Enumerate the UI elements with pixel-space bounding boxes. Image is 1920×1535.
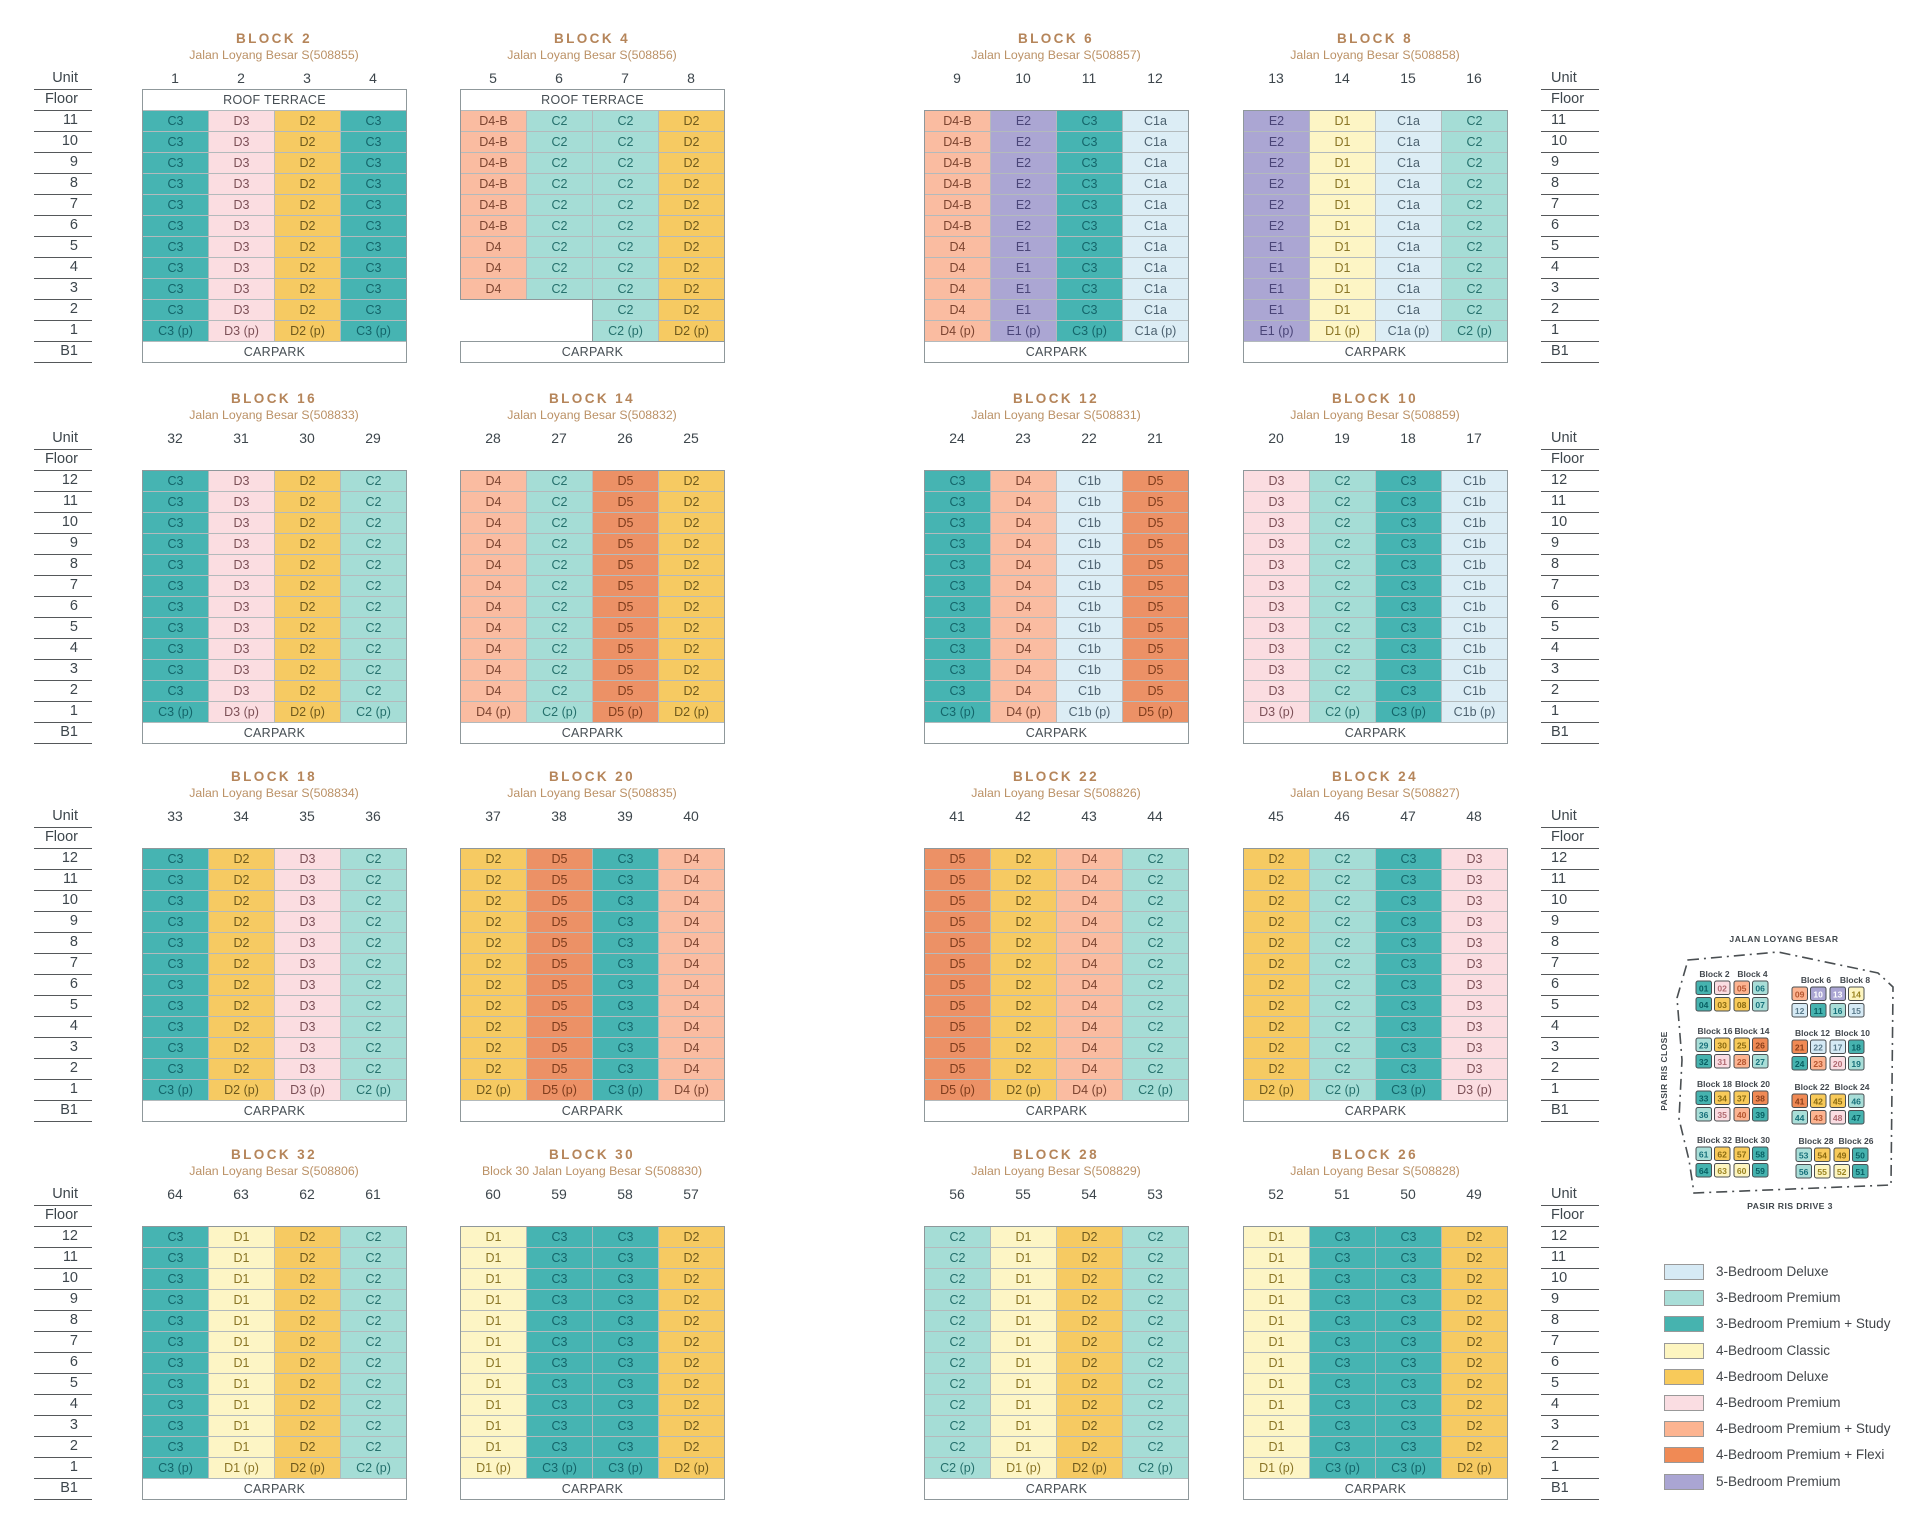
svg-text:56: 56 [1799, 1167, 1809, 1177]
svg-text:52: 52 [1837, 1167, 1847, 1177]
svg-text:08: 08 [1737, 1000, 1747, 1010]
svg-text:11: 11 [1814, 1006, 1823, 1016]
svg-text:47: 47 [1851, 1113, 1861, 1123]
svg-text:28: 28 [1737, 1057, 1747, 1067]
svg-text:40: 40 [1737, 1110, 1747, 1120]
svg-text:36: 36 [1699, 1110, 1709, 1120]
svg-text:15: 15 [1851, 1006, 1861, 1016]
svg-text:19: 19 [1851, 1059, 1861, 1069]
svg-text:22: 22 [1813, 1042, 1823, 1052]
svg-text:45: 45 [1833, 1096, 1843, 1106]
svg-text:Block 28: Block 28 [1799, 1136, 1834, 1146]
svg-text:64: 64 [1699, 1166, 1709, 1176]
svg-text:03: 03 [1717, 1000, 1727, 1010]
svg-text:PASIR RIS CLOSE: PASIR RIS CLOSE [1659, 1031, 1669, 1111]
svg-text:31: 31 [1717, 1057, 1727, 1067]
svg-text:27: 27 [1755, 1057, 1765, 1067]
svg-text:JALAN LOYANG BESAR: JALAN LOYANG BESAR [1729, 934, 1838, 944]
svg-text:06: 06 [1755, 983, 1765, 993]
svg-text:10: 10 [1813, 989, 1823, 999]
svg-text:20: 20 [1833, 1059, 1843, 1069]
svg-text:Block 12: Block 12 [1795, 1028, 1830, 1038]
svg-text:39: 39 [1755, 1110, 1765, 1120]
svg-text:43: 43 [1813, 1113, 1823, 1123]
svg-text:01: 01 [1699, 983, 1709, 993]
svg-text:61: 61 [1699, 1149, 1709, 1159]
svg-text:26: 26 [1755, 1040, 1765, 1050]
svg-text:37: 37 [1737, 1093, 1747, 1103]
svg-text:58: 58 [1755, 1149, 1765, 1159]
svg-text:PASIR RIS DRIVE 3: PASIR RIS DRIVE 3 [1747, 1201, 1833, 1211]
svg-text:16: 16 [1833, 1006, 1843, 1016]
svg-text:Block 20: Block 20 [1735, 1079, 1770, 1089]
svg-text:Block 10: Block 10 [1835, 1028, 1870, 1038]
svg-text:38: 38 [1755, 1093, 1765, 1103]
svg-text:48: 48 [1833, 1113, 1843, 1123]
svg-text:30: 30 [1717, 1040, 1727, 1050]
svg-text:Block 2: Block 2 [1699, 969, 1730, 979]
svg-text:Block 18: Block 18 [1697, 1079, 1732, 1089]
svg-text:24: 24 [1795, 1059, 1805, 1069]
svg-text:44: 44 [1795, 1113, 1805, 1123]
svg-text:53: 53 [1799, 1150, 1809, 1160]
svg-text:35: 35 [1717, 1110, 1727, 1120]
svg-text:Block 4: Block 4 [1737, 969, 1768, 979]
svg-text:23: 23 [1813, 1059, 1823, 1069]
svg-text:Block 26: Block 26 [1839, 1136, 1874, 1146]
svg-text:59: 59 [1755, 1166, 1765, 1176]
svg-text:46: 46 [1851, 1096, 1861, 1106]
svg-text:25: 25 [1737, 1040, 1747, 1050]
svg-text:62: 62 [1717, 1149, 1727, 1159]
svg-text:05: 05 [1737, 983, 1747, 993]
svg-text:21: 21 [1795, 1042, 1805, 1052]
svg-text:60: 60 [1737, 1166, 1747, 1176]
svg-text:18: 18 [1851, 1042, 1861, 1052]
svg-text:29: 29 [1699, 1040, 1709, 1050]
svg-text:09: 09 [1795, 989, 1805, 999]
svg-text:33: 33 [1699, 1093, 1709, 1103]
svg-text:Block 22: Block 22 [1795, 1082, 1830, 1092]
svg-text:12: 12 [1795, 1006, 1805, 1016]
svg-text:34: 34 [1717, 1093, 1727, 1103]
svg-text:Block 14: Block 14 [1735, 1026, 1770, 1036]
svg-text:Block 30: Block 30 [1735, 1135, 1770, 1145]
svg-text:41: 41 [1795, 1096, 1805, 1106]
svg-text:57: 57 [1737, 1149, 1747, 1159]
svg-text:55: 55 [1817, 1167, 1827, 1177]
svg-text:Block 24: Block 24 [1835, 1082, 1870, 1092]
svg-text:32: 32 [1699, 1057, 1709, 1067]
svg-text:Block 8: Block 8 [1840, 975, 1871, 985]
svg-text:63: 63 [1717, 1166, 1727, 1176]
svg-text:54: 54 [1817, 1150, 1827, 1160]
svg-text:07: 07 [1755, 1000, 1765, 1010]
svg-text:42: 42 [1813, 1096, 1823, 1106]
svg-text:Block 32: Block 32 [1697, 1135, 1732, 1145]
svg-text:02: 02 [1717, 983, 1727, 993]
svg-text:Block 6: Block 6 [1801, 975, 1832, 985]
svg-text:Block 16: Block 16 [1698, 1026, 1733, 1036]
svg-text:51: 51 [1855, 1167, 1865, 1177]
svg-text:17: 17 [1833, 1042, 1843, 1052]
svg-text:13: 13 [1833, 989, 1843, 999]
svg-text:14: 14 [1851, 989, 1861, 999]
svg-text:04: 04 [1699, 1000, 1709, 1010]
svg-text:49: 49 [1837, 1150, 1847, 1160]
svg-text:50: 50 [1855, 1150, 1865, 1160]
